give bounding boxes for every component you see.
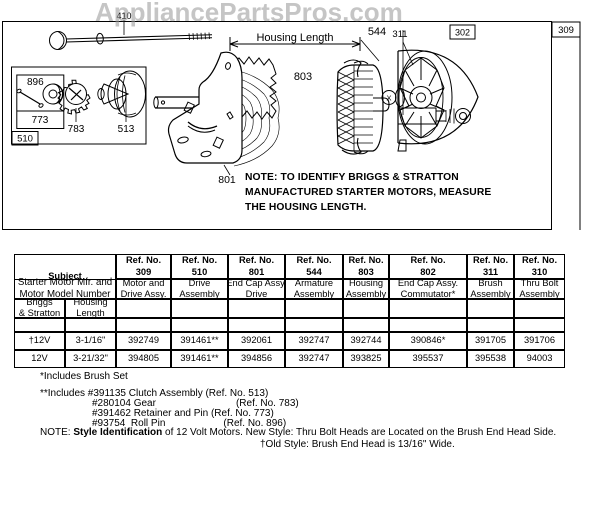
svg-text:311: 311	[392, 29, 407, 40]
svg-text:302: 302	[455, 28, 470, 38]
svg-text:801: 801	[218, 174, 236, 186]
svg-text:803: 803	[294, 71, 312, 83]
svg-text:896: 896	[27, 77, 44, 88]
svg-text:513: 513	[118, 124, 135, 135]
svg-text:309: 309	[558, 25, 574, 36]
svg-text:773: 773	[32, 115, 49, 126]
svg-text:Housing Length: Housing Length	[256, 32, 333, 44]
svg-text:X: X	[386, 93, 391, 102]
svg-text:510: 510	[17, 134, 33, 145]
svg-text:783: 783	[68, 124, 85, 135]
